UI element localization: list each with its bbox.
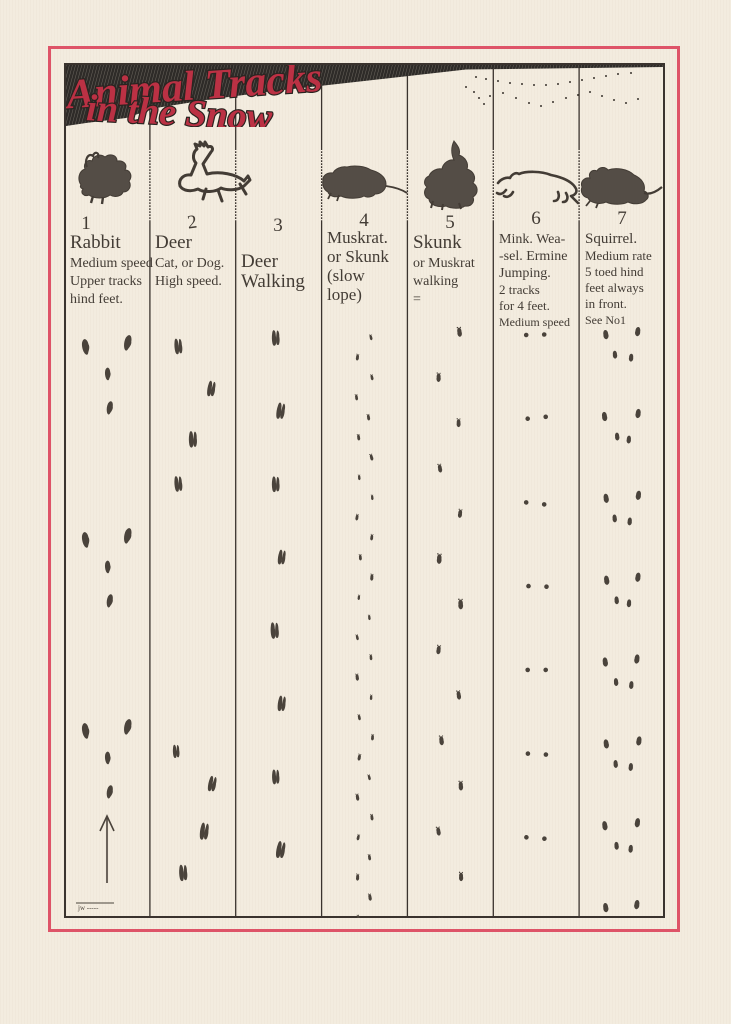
svg-text:Upper tracks: Upper tracks	[70, 274, 142, 289]
svg-text:walking: walking	[413, 274, 458, 289]
svg-text:Medium speed: Medium speed	[499, 315, 570, 329]
svg-text:hind feet.: hind feet.	[70, 292, 123, 307]
svg-text:Skunk: Skunk	[413, 232, 462, 253]
svg-text:Medium speed: Medium speed	[70, 256, 153, 271]
svg-text:lope): lope)	[327, 285, 362, 304]
svg-text:5: 5	[445, 212, 455, 233]
svg-text:3: 3	[273, 215, 283, 236]
svg-text:Medium rate: Medium rate	[585, 248, 652, 263]
svg-text:6: 6	[531, 208, 541, 229]
svg-text:feet always: feet always	[585, 280, 644, 295]
svg-text:Jumping.: Jumping.	[499, 266, 551, 281]
svg-text:-sel. Ermine: -sel. Ermine	[499, 249, 567, 264]
svg-text:High speed.: High speed.	[155, 274, 222, 289]
svg-text:or Muskrat: or Muskrat	[413, 256, 475, 271]
svg-text:Mink. Wea-: Mink. Wea-	[499, 232, 566, 247]
svg-text:for 4 feet.: for 4 feet.	[499, 298, 550, 313]
svg-text:5 toed hind: 5 toed hind	[585, 264, 644, 279]
svg-text:in front.: in front.	[585, 296, 627, 311]
svg-text:7: 7	[617, 208, 627, 229]
svg-text:Rabbit: Rabbit	[70, 232, 121, 253]
svg-text:Deer: Deer	[241, 251, 279, 272]
svg-text:jw -----: jw -----	[77, 904, 99, 912]
svg-text:Deer: Deer	[155, 232, 193, 253]
svg-text:2 tracks: 2 tracks	[499, 282, 540, 297]
svg-text:(slow: (slow	[327, 266, 366, 285]
svg-text:Squirrel.: Squirrel.	[585, 231, 637, 247]
svg-text:2: 2	[186, 211, 198, 233]
svg-text:1: 1	[81, 213, 91, 234]
svg-text:=: =	[413, 292, 421, 307]
svg-text:or Skunk: or Skunk	[327, 247, 389, 266]
svg-text:Cat, or Dog.: Cat, or Dog.	[155, 256, 224, 271]
svg-text:Muskrat.: Muskrat.	[327, 228, 388, 247]
svg-text:See No1: See No1	[585, 313, 626, 327]
svg-text:Walking: Walking	[241, 271, 305, 292]
